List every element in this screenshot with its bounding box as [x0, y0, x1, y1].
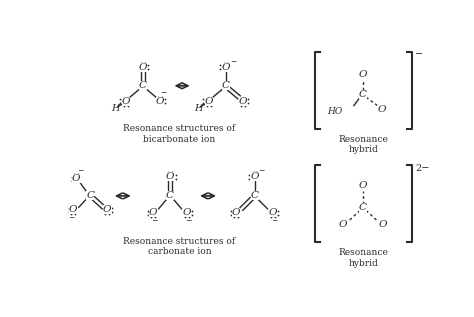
Text: −: − [272, 217, 278, 225]
Text: C: C [251, 191, 258, 200]
Text: Resonance
hybrid: Resonance hybrid [338, 248, 388, 268]
Text: −: − [230, 58, 236, 66]
Text: −: − [151, 217, 158, 225]
Text: C: C [166, 191, 174, 200]
Text: O: O [269, 208, 277, 217]
Text: C: C [222, 81, 230, 90]
Text: O: O [222, 63, 230, 72]
Text: O: O [205, 97, 213, 106]
Text: −: − [68, 214, 75, 222]
Text: O: O [338, 220, 347, 229]
Text: Resonance structures of
carbonate ion: Resonance structures of carbonate ion [123, 237, 236, 256]
Text: O: O [359, 181, 367, 191]
Text: O: O [359, 70, 367, 79]
Text: HO: HO [327, 107, 342, 116]
Text: O: O [103, 205, 111, 214]
Text: O: O [250, 172, 259, 181]
Text: −: − [185, 217, 192, 225]
Text: O: O [122, 97, 130, 106]
Text: −: − [160, 89, 166, 97]
Text: O: O [183, 208, 191, 217]
Text: O: O [239, 97, 247, 106]
Text: C: C [139, 81, 147, 90]
Text: C: C [359, 90, 367, 99]
Text: O: O [166, 172, 174, 181]
Text: H: H [111, 104, 119, 113]
Text: O: O [69, 205, 77, 214]
Text: O: O [72, 174, 81, 184]
Text: C: C [86, 191, 94, 200]
Text: O: O [156, 97, 164, 106]
Text: −: − [415, 50, 423, 59]
Text: H: H [194, 104, 202, 113]
Text: O: O [139, 63, 147, 72]
Text: O: O [379, 220, 387, 229]
Text: O: O [149, 208, 157, 217]
Text: −: − [258, 167, 264, 175]
Text: Resonance
hybrid: Resonance hybrid [338, 135, 388, 154]
Text: Resonance structures of
bicarbonate ion: Resonance structures of bicarbonate ion [123, 124, 236, 144]
Text: O: O [377, 105, 386, 114]
Text: 2−: 2− [415, 164, 429, 172]
Text: O: O [232, 208, 240, 217]
Text: −: − [77, 167, 83, 175]
Text: C: C [359, 203, 367, 212]
